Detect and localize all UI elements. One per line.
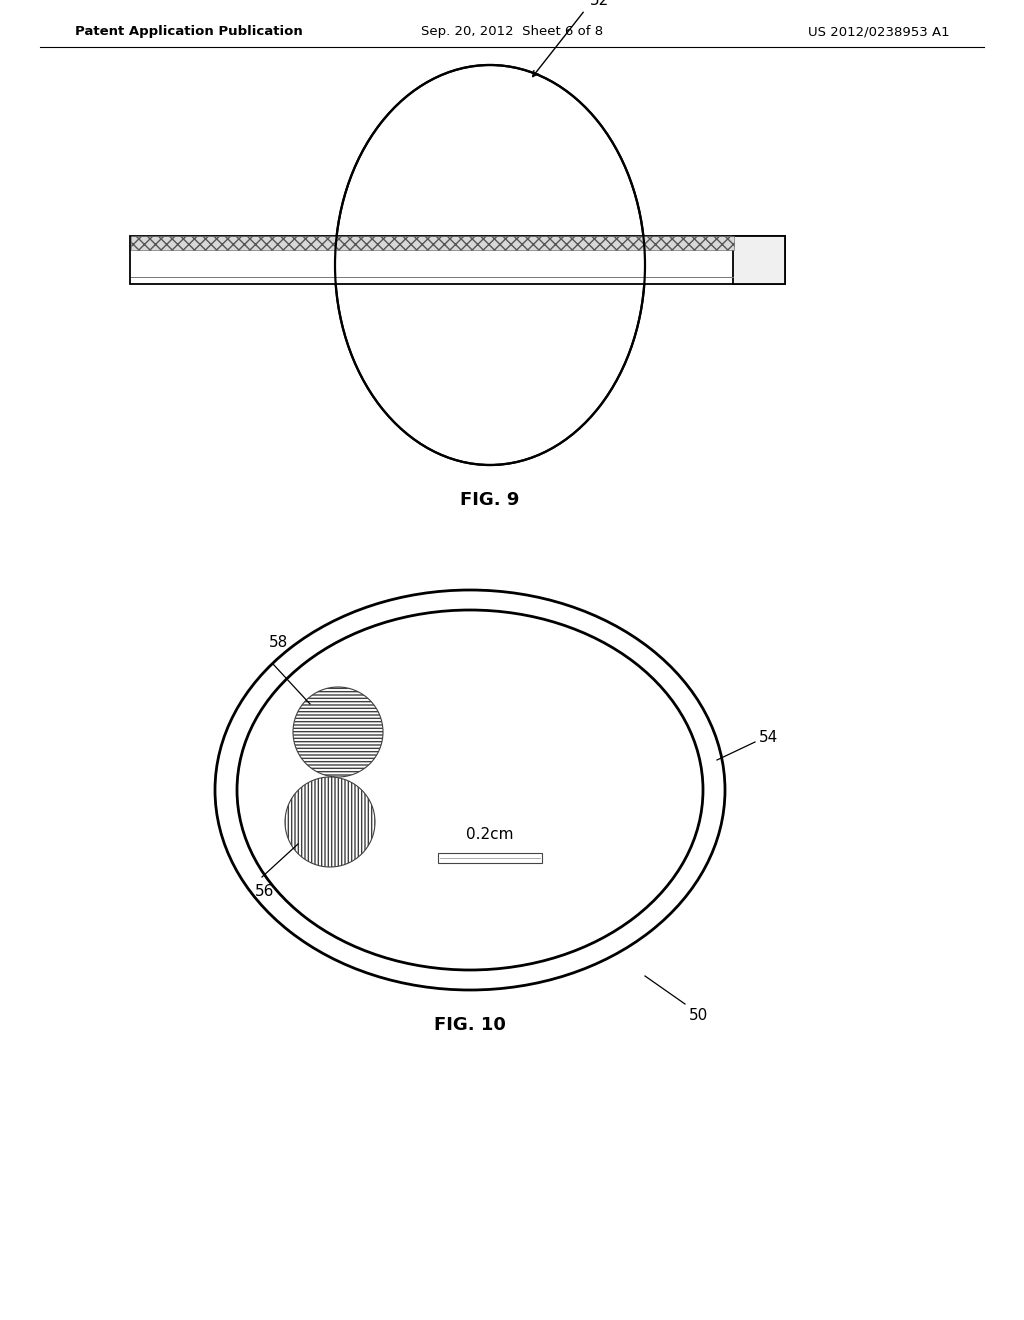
Ellipse shape <box>215 590 725 990</box>
Text: 50: 50 <box>689 1008 709 1023</box>
Text: US 2012/0238953 A1: US 2012/0238953 A1 <box>808 25 950 38</box>
Text: Patent Application Publication: Patent Application Publication <box>75 25 303 38</box>
Text: FIG. 9: FIG. 9 <box>461 491 520 510</box>
Text: 56: 56 <box>255 884 274 899</box>
Bar <box>733 236 785 284</box>
Ellipse shape <box>335 65 645 465</box>
Circle shape <box>285 777 375 867</box>
Bar <box>130 236 785 284</box>
Text: Sep. 20, 2012  Sheet 6 of 8: Sep. 20, 2012 Sheet 6 of 8 <box>421 25 603 38</box>
Ellipse shape <box>237 610 703 970</box>
Text: FIG. 10: FIG. 10 <box>434 1016 506 1034</box>
Text: 54: 54 <box>759 730 778 746</box>
Text: 58: 58 <box>268 635 288 649</box>
Text: 52: 52 <box>590 0 609 8</box>
Bar <box>438 853 542 863</box>
Circle shape <box>293 686 383 777</box>
Text: 0.2cm: 0.2cm <box>466 828 514 842</box>
Bar <box>131 236 734 249</box>
